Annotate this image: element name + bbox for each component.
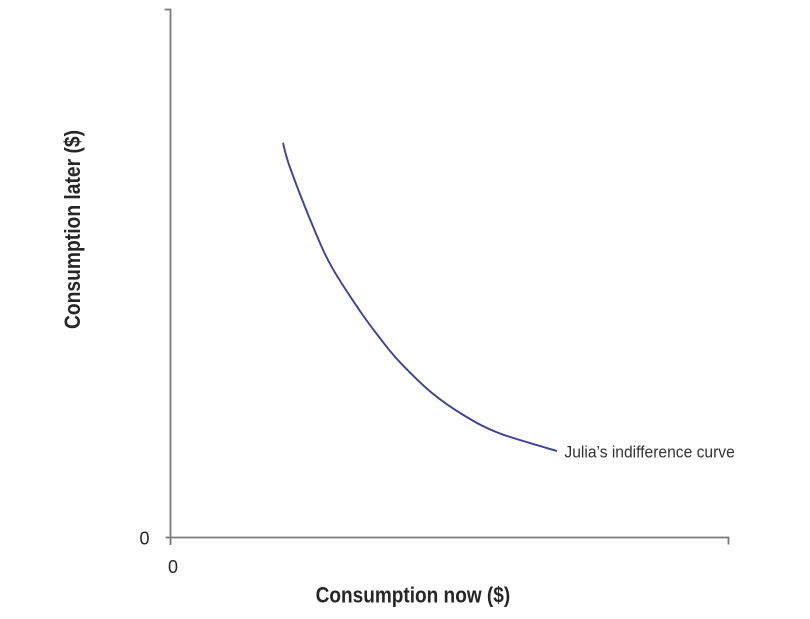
svg-text:Consumption now ($): Consumption now ($): [316, 583, 511, 608]
svg-text:0: 0: [168, 557, 178, 577]
svg-text:0: 0: [139, 529, 149, 549]
svg-text:Julia’s indifference curve: Julia’s indifference curve: [564, 443, 734, 461]
svg-text:Consumption later ($): Consumption later ($): [60, 130, 85, 329]
